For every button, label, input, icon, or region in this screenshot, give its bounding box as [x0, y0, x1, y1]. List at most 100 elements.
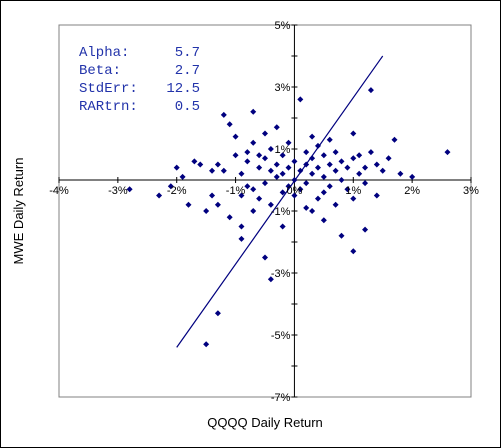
data-point [373, 192, 380, 199]
axes [58, 24, 472, 398]
data-point [350, 155, 357, 162]
data-point [209, 167, 216, 174]
data-point [397, 170, 404, 177]
stat-value: 0.5 [175, 99, 200, 115]
data-point [250, 139, 257, 146]
data-point [273, 161, 280, 168]
stat-value: 5.7 [175, 45, 200, 61]
data-point [338, 177, 345, 183]
x-axis-title: QQQQ Daily Return [207, 415, 323, 430]
data-point [156, 192, 163, 199]
data-point [367, 149, 374, 156]
x-tick-label: 0% [286, 185, 302, 197]
data-point [320, 217, 327, 224]
data-point [220, 167, 227, 174]
y-tick-label: -3% [271, 268, 291, 280]
data-point [309, 155, 316, 162]
data-point [309, 170, 316, 177]
data-point [444, 149, 451, 156]
data-point [291, 192, 298, 199]
data-point [262, 130, 268, 137]
x-tick-label: -3% [108, 185, 128, 197]
data-point [250, 108, 257, 115]
regression-line [176, 55, 384, 348]
data-point [391, 136, 398, 143]
data-point [279, 189, 286, 196]
x-tick-label: -4% [49, 185, 69, 197]
data-point [226, 121, 233, 128]
y-tick-label: 5% [275, 20, 291, 32]
data-point [314, 142, 321, 149]
data-point [244, 183, 251, 190]
data-point [173, 164, 180, 171]
y-axis-title: MWE Daily Return [11, 158, 26, 265]
data-point [291, 177, 298, 183]
data-point [367, 87, 374, 94]
data-point [244, 158, 251, 165]
x-tick-label: 2% [404, 185, 420, 197]
data-point [256, 195, 263, 202]
data-point [338, 232, 345, 239]
data-point [326, 161, 333, 168]
data-point [273, 124, 280, 131]
data-point [356, 152, 363, 159]
y-tick-label: -1% [271, 206, 291, 218]
data-point [214, 310, 221, 317]
stat-label: Beta: [79, 63, 121, 79]
data-point [303, 204, 310, 211]
x-tick-label: 3% [463, 185, 479, 197]
data-point [238, 192, 245, 199]
data-point [238, 170, 245, 177]
data-point [326, 136, 333, 143]
data-point [344, 164, 351, 171]
data-point [232, 152, 239, 159]
data-point [238, 235, 245, 242]
tick-labels: -4% -3% -2% -1% 0% 1% 2% 3% 5% 3% 1% -1% -3% -5% -7% [49, 20, 479, 404]
data-point [291, 158, 298, 165]
data-point [314, 195, 321, 202]
data-point [373, 161, 380, 168]
data-point [350, 195, 357, 202]
data-point [350, 248, 357, 255]
x-tick-label: -1% [226, 185, 246, 197]
data-point [232, 133, 239, 140]
data-point [314, 164, 321, 171]
y-tick-label: 3% [275, 82, 291, 94]
data-point [379, 167, 386, 174]
data-point [362, 164, 369, 171]
data-point [409, 173, 416, 180]
data-point [244, 149, 251, 156]
data-point [209, 192, 216, 199]
stat-value: 2.7 [175, 63, 200, 79]
x-tick-label: -2% [167, 185, 187, 197]
data-point [226, 214, 233, 221]
data-point [356, 170, 363, 177]
data-point [344, 186, 351, 193]
data-point [262, 254, 268, 261]
data-point [191, 158, 198, 165]
data-point [197, 161, 204, 168]
regression-line-layer [176, 55, 384, 348]
data-point [267, 167, 274, 174]
data-point [250, 208, 257, 214]
data-point [250, 186, 257, 193]
data-point [320, 173, 327, 180]
y-tick-label: 1% [275, 144, 291, 156]
data-point [285, 164, 292, 171]
x-tick-label: 1% [345, 185, 361, 197]
data-point [303, 161, 310, 168]
data-point [273, 173, 280, 180]
data-point [126, 186, 133, 193]
data-point [279, 223, 286, 230]
stat-label: RARtrn: [79, 99, 138, 115]
data-point [309, 133, 316, 140]
data-point [332, 201, 339, 208]
data-point [362, 226, 369, 233]
data-point [303, 180, 310, 187]
y-tick-label: -5% [271, 330, 291, 342]
data-point [320, 152, 327, 159]
plot-area [58, 24, 472, 398]
data-point [167, 183, 174, 190]
data-point [220, 111, 227, 118]
